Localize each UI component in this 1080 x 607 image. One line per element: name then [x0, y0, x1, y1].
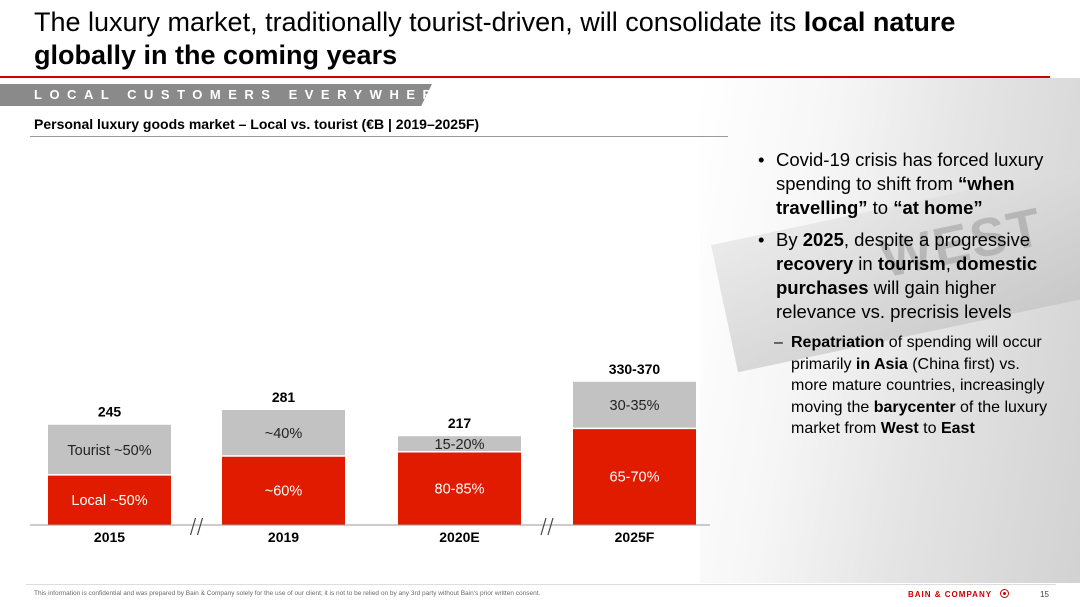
sub-bullet-1-text-8: East [940, 420, 975, 437]
footer-divider [26, 584, 1056, 585]
bullet-0-text-1: “when travelling” [776, 173, 1015, 218]
bar-local-2020E [398, 451, 521, 525]
tourist-label-2020E: 15-20% [435, 437, 485, 453]
total-label-2025F: 330-370 [609, 361, 661, 377]
title-divider [0, 76, 1050, 78]
sub-bullet-1-text-1: of spending will occur primarily [791, 334, 1042, 373]
total-label-2019: 281 [272, 389, 296, 405]
sub-bullet-1-text-3: (China first) vs. more mature countries,… [791, 355, 1045, 416]
bullet-1-text-6: , [945, 253, 956, 274]
bullet-1-text-7: domestic purchases [776, 253, 1038, 298]
bullet-list: • Covid-19 crisis has forced luxury spend… [758, 148, 1058, 440]
sub-bullet-glyph: – [774, 334, 783, 351]
bullet-1-text-3: recovery [776, 253, 854, 274]
bar-tourist-2020E [398, 436, 521, 452]
bullet-glyph: • [758, 149, 765, 170]
sub-bullet-1-text-0: Repatriation [791, 334, 885, 351]
tourist-label-2025F: 30-35% [610, 398, 660, 414]
tourist-label-2019: ~40% [265, 426, 303, 442]
footer-disclaimer: This information is confidential and was… [34, 590, 541, 597]
x-tick-2025F: 2025F [615, 529, 655, 545]
x-tick-2020E: 2020E [439, 529, 479, 545]
bar-local-2015 [48, 474, 171, 525]
section-band: LOCAL CUSTOMERS EVERYWHERE [0, 84, 432, 106]
bullet-1-text-4: in [853, 253, 878, 274]
bullet-0-text-3: “at home” [893, 197, 983, 218]
slide-title: The luxury market, traditionally tourist… [34, 6, 994, 72]
axis-break-1-a [540, 517, 547, 536]
bullet-0-text-0: Covid-19 crisis has forced luxury spendi… [776, 149, 1044, 194]
bar-tourist-2025F [573, 381, 696, 429]
title-regular: The luxury market, traditionally tourist… [34, 7, 804, 37]
bullet-0-text-2: to [867, 197, 894, 218]
sub-bullet-1-text-5: of the luxury market from [791, 398, 1048, 438]
x-tick-2019: 2019 [268, 529, 299, 545]
local-label-2019: ~60% [265, 484, 303, 500]
local-label-2025F: 65-70% [610, 470, 660, 486]
bullet-item-0: • Covid-19 crisis has forced luxury spend… [758, 148, 1058, 220]
brand-logo-icon [1000, 589, 1009, 598]
sub-bullet-1-text-7: to [918, 420, 941, 437]
x-tick-2015: 2015 [94, 529, 125, 545]
bullet-1-text-1: 2025 [802, 229, 844, 250]
page-number: 15 [1040, 590, 1049, 599]
bar-tourist-2015 [48, 424, 171, 475]
section-band-label: LOCAL CUSTOMERS EVERYWHERE [34, 87, 456, 102]
sub-bullet-1-text-4: barycenter [873, 398, 956, 416]
bullet-1-text-8: will gain higher relevance vs. precrisis… [776, 277, 1012, 322]
bar-tourist-2019 [222, 410, 345, 457]
local-label-2020E: 80-85% [435, 481, 485, 497]
axis-break-1-b [547, 517, 554, 536]
local-label-2015: Local ~50% [71, 493, 147, 509]
bar-local-2025F [573, 428, 696, 525]
bar-local-2019 [222, 456, 345, 525]
chart-title-divider [30, 136, 728, 137]
tourist-label-2015: Tourist ~50% [67, 443, 151, 459]
chart-title: Personal luxury goods market – Local vs.… [34, 116, 480, 132]
bullet-item-1: • By 2025, despite a progressive recovery… [758, 228, 1058, 324]
axis-break-0-b [196, 517, 204, 536]
bullet-1-text-5: tourism [877, 253, 946, 274]
title-bold: local nature globally in the coming year… [34, 7, 956, 70]
brand-logo-text: BAIN & COMPANY [908, 590, 993, 599]
stacked-bar-chart: Tourist ~50% Local ~50% 245 2015 ~40% ~60% 281… [30, 361, 710, 545]
bullet-1-text-0: By [776, 229, 803, 250]
bullet-glyph: • [758, 229, 765, 250]
sub-bullet-item-1: – Repatriation of spending will occur pri… [758, 332, 1058, 440]
sub-bullet-1-text-2: in Asia [855, 355, 908, 373]
axis-break-0-a [189, 517, 197, 536]
sub-bullet-1-text-6: West [880, 420, 919, 437]
total-label-2015: 245 [98, 404, 122, 420]
bullet-1-text-2: , despite a progressive [843, 229, 1031, 250]
total-label-2020E: 217 [448, 415, 472, 431]
